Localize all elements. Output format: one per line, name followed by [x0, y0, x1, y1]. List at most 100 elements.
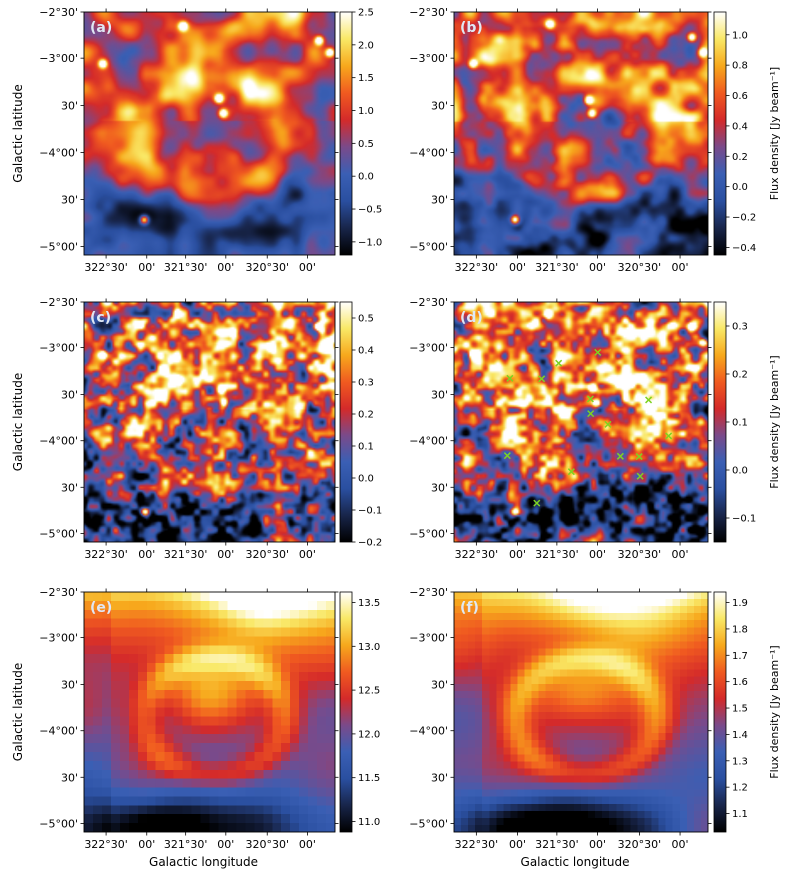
x-tick-label: 320°30' [618, 548, 662, 561]
colorbar-tick-label: 0.5 [358, 314, 374, 325]
panel-frame-2 [83, 301, 336, 543]
source-marker [503, 452, 511, 460]
source-marker [636, 472, 644, 480]
x-tick-label: 00' [589, 548, 606, 561]
x-tick-label: 00' [217, 261, 234, 274]
colorbar-tick-label: 1.5 [358, 73, 374, 84]
colorbar-tick-label: −0.2 [358, 538, 382, 549]
source-marker [538, 375, 546, 383]
colorbar-tick-label: 12.5 [358, 686, 380, 697]
colorbar-tick-label: −0.1 [732, 514, 756, 525]
x-tick-label: 321°30' [164, 548, 208, 561]
colorbar-tick-label: 0.3 [358, 378, 374, 389]
y-tick-label: −2°30' [409, 296, 448, 309]
y-tick-label: −2°30' [39, 6, 78, 19]
y-tick-label: 30' [431, 678, 448, 691]
y-tick-label: −4°00' [409, 725, 448, 738]
x-tick-label: 00' [217, 548, 234, 561]
x-tick-label: 321°30' [535, 261, 579, 274]
x-tick-label: 00' [299, 261, 316, 274]
colorbar-3 [713, 301, 727, 543]
panel-frame-4 [83, 591, 336, 833]
colorbar-2 [339, 301, 353, 543]
colorbar-tick-label: 1.9 [732, 598, 748, 609]
colorbar-tick-label: 1.3 [732, 756, 748, 767]
x-axis-label: Galactic longitude [149, 855, 258, 869]
heatmap-image-3 [454, 302, 708, 542]
x-tick-label: 00' [589, 261, 606, 274]
source-marker [665, 432, 673, 440]
source-marker [586, 395, 594, 403]
panel-frame-5 [453, 591, 709, 833]
source-marker [506, 374, 514, 382]
source-marker [616, 452, 624, 460]
heatmap-image-0 [84, 12, 335, 255]
x-tick-label: 320°30' [245, 838, 289, 851]
x-tick-label: 00' [672, 548, 689, 561]
panel-frame-3 [453, 301, 709, 543]
x-tick-label: 320°30' [245, 261, 289, 274]
x-tick-label: 00' [217, 838, 234, 851]
source-marker [604, 420, 612, 428]
colorbar-tick-label: 0.0 [358, 474, 374, 485]
y-tick-label: 30' [61, 388, 78, 401]
colorbar-tick-label: 1.8 [732, 624, 748, 635]
x-tick-label: 322°30' [84, 548, 128, 561]
y-tick-label: −3°00' [409, 342, 448, 355]
x-tick-label: 322°30' [84, 261, 128, 274]
x-tick-label: 321°30' [535, 838, 579, 851]
x-tick-label: 00' [672, 838, 689, 851]
source-marker [594, 348, 602, 356]
y-tick-label: 30' [431, 771, 448, 784]
colorbar-tick-label: 0.6 [732, 91, 748, 102]
colorbar-tick-label: −0.2 [732, 213, 756, 224]
colorbar-0 [339, 11, 353, 256]
colorbar-tick-label: 11.5 [358, 773, 380, 784]
colorbar-tick-label: −1.0 [358, 237, 382, 248]
y-tick-label: −3°00' [409, 52, 448, 65]
colorbar-tick-label: −0.5 [358, 205, 382, 216]
colorbar-tick-label: 0.1 [358, 442, 374, 453]
colorbar-tick-label: 1.7 [732, 651, 748, 662]
y-tick-label: 30' [431, 388, 448, 401]
panel-label: (c) [90, 310, 111, 326]
x-tick-label: 321°30' [164, 838, 208, 851]
colorbar-tick-label: 0.2 [732, 370, 748, 381]
heatmap-image-5 [454, 592, 708, 832]
colorbar-tick-label: 0.0 [732, 466, 748, 477]
colorbar-tick-label: 1.0 [358, 106, 374, 117]
y-axis-label: Galactic latitude [11, 84, 25, 182]
colorbar-tick-label: 1.4 [732, 730, 748, 741]
colorbar-tick-label: 2.5 [358, 8, 374, 19]
y-tick-label: −3°00' [39, 632, 78, 645]
panel-label: (f) [460, 600, 479, 616]
colorbar-4 [339, 591, 353, 833]
colorbar-tick-label: 1.2 [732, 783, 748, 794]
x-tick-label: 322°30' [84, 838, 128, 851]
colorbar-tick-label: 0.2 [358, 410, 374, 421]
source-marker [567, 468, 575, 476]
panel-label: (b) [460, 20, 483, 36]
source-marker [587, 410, 595, 418]
y-tick-label: 30' [61, 100, 78, 113]
x-tick-label: 00' [509, 548, 526, 561]
x-tick-label: 00' [589, 838, 606, 851]
y-tick-label: 30' [431, 194, 448, 207]
panel-frame-0 [83, 11, 336, 256]
y-axis-label: Galactic latitude [11, 373, 25, 471]
colorbar-tick-label: 0.0 [358, 172, 374, 183]
colorbar-tick-label: 13.0 [358, 642, 380, 653]
colorbar-label: Flux density [Jy beam⁻¹] [768, 645, 781, 778]
colorbar-tick-label: 1.6 [732, 677, 748, 688]
x-tick-label: 00' [138, 548, 155, 561]
x-tick-label: 00' [509, 261, 526, 274]
y-tick-label: −4°00' [409, 435, 448, 448]
y-tick-label: −3°00' [39, 342, 78, 355]
y-tick-label: 30' [61, 194, 78, 207]
colorbar-tick-label: 1.5 [732, 704, 748, 715]
colorbar-tick-label: 11.0 [358, 817, 380, 828]
y-tick-label: −3°00' [409, 632, 448, 645]
y-tick-label: −2°30' [39, 586, 78, 599]
source-marker [645, 396, 653, 404]
colorbar-tick-label: 0.0 [732, 182, 748, 193]
